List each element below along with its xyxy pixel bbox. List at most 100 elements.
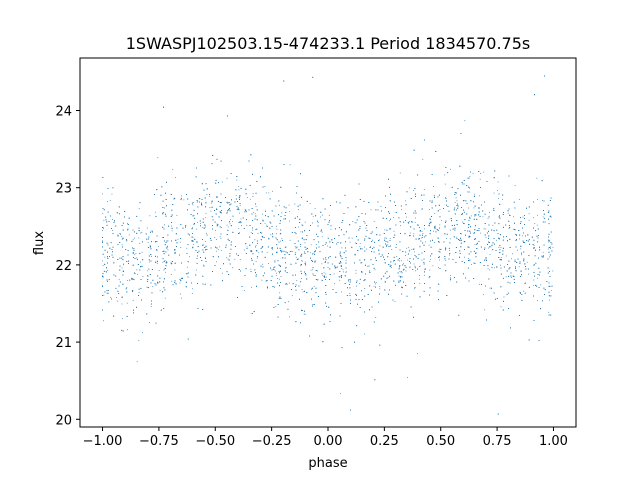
data-point	[502, 198, 503, 200]
data-point	[536, 177, 538, 179]
data-point	[210, 210, 212, 212]
data-point	[126, 302, 128, 304]
data-point	[205, 217, 207, 219]
data-point	[245, 193, 247, 195]
data-point	[400, 260, 402, 262]
data-point	[343, 234, 345, 236]
data-point	[399, 172, 401, 174]
data-point	[455, 197, 457, 199]
data-point	[537, 277, 539, 279]
data-point	[400, 225, 401, 227]
data-point	[537, 300, 538, 301]
data-point	[149, 261, 151, 263]
data-point	[379, 288, 381, 290]
data-point	[507, 212, 509, 214]
data-point	[398, 217, 400, 219]
data-point	[246, 225, 248, 226]
data-point	[364, 222, 366, 224]
data-point	[220, 249, 222, 251]
data-point	[281, 250, 283, 252]
data-point	[310, 269, 312, 271]
data-point	[315, 251, 317, 252]
data-point	[480, 232, 482, 234]
data-point	[422, 233, 424, 234]
data-point	[410, 235, 411, 236]
data-point	[419, 275, 420, 276]
data-point	[295, 284, 297, 286]
data-point	[181, 195, 183, 197]
data-point	[252, 211, 254, 213]
data-point	[518, 199, 520, 200]
data-point	[127, 223, 128, 224]
data-point	[432, 265, 434, 267]
data-point	[206, 194, 208, 195]
data-point	[277, 278, 278, 279]
data-point	[406, 247, 408, 249]
data-point	[262, 213, 263, 215]
data-point	[419, 266, 421, 267]
data-point	[422, 237, 423, 238]
data-point	[151, 255, 152, 257]
data-point	[419, 230, 421, 232]
data-point	[448, 210, 450, 212]
data-point	[325, 273, 327, 275]
data-point	[550, 314, 552, 316]
data-point	[159, 290, 161, 291]
data-point	[441, 220, 442, 222]
data-point	[180, 293, 181, 295]
data-point	[511, 276, 512, 278]
data-point	[414, 288, 416, 290]
data-point	[334, 283, 335, 285]
data-point	[480, 172, 481, 174]
data-point	[363, 280, 364, 282]
data-point	[356, 281, 357, 283]
data-point	[175, 252, 176, 254]
data-point	[386, 237, 387, 239]
data-point	[498, 198, 499, 199]
data-point	[401, 293, 403, 295]
data-point	[204, 224, 206, 225]
data-point	[203, 264, 205, 266]
data-point	[121, 329, 123, 331]
data-point	[109, 256, 110, 257]
data-point	[394, 301, 396, 302]
data-point	[552, 246, 554, 248]
data-point	[249, 185, 251, 186]
data-point	[147, 275, 148, 276]
data-point	[424, 274, 425, 276]
data-point	[483, 228, 485, 230]
data-point	[499, 245, 501, 246]
data-point	[316, 270, 318, 272]
data-point	[289, 316, 290, 318]
data-point	[136, 269, 138, 271]
data-point	[411, 248, 413, 250]
data-point	[275, 270, 276, 272]
data-point	[120, 234, 121, 235]
data-point	[346, 271, 347, 273]
data-point	[387, 256, 389, 258]
data-point	[423, 262, 425, 263]
data-point	[343, 271, 344, 273]
data-point	[415, 270, 417, 272]
data-point	[533, 272, 535, 274]
data-point	[401, 271, 402, 272]
data-point	[289, 282, 290, 284]
data-point	[523, 290, 525, 292]
data-point	[548, 241, 549, 243]
data-point	[374, 379, 376, 381]
data-point	[140, 232, 142, 234]
data-point	[313, 252, 315, 254]
data-point	[341, 247, 343, 249]
data-point	[244, 208, 246, 210]
data-point	[474, 193, 476, 195]
data-point	[298, 226, 300, 228]
data-point	[421, 230, 423, 232]
data-point	[312, 304, 314, 305]
data-point	[219, 236, 221, 238]
data-point	[235, 194, 237, 196]
data-point	[164, 224, 165, 226]
data-point	[547, 248, 549, 250]
data-point	[391, 248, 393, 250]
data-point	[533, 245, 535, 246]
data-point	[505, 276, 507, 278]
